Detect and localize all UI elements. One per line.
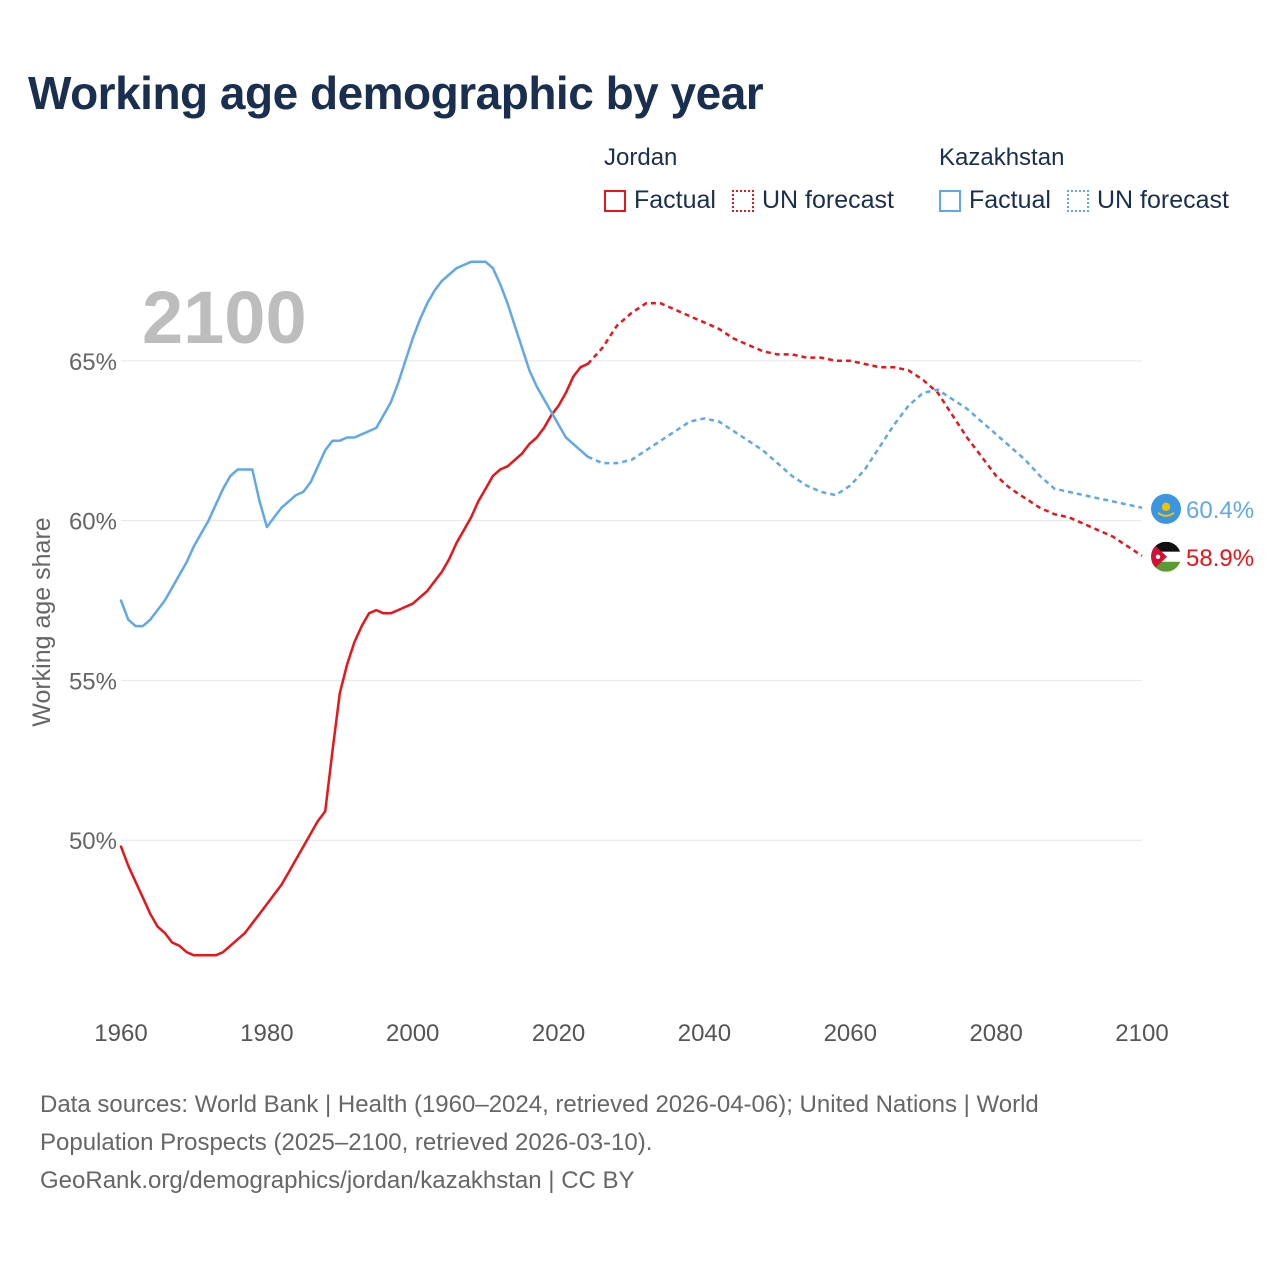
legend-label: Factual — [634, 186, 716, 214]
x-tick-label: 2080 — [969, 1020, 1022, 1047]
y-tick-label: 55% — [69, 668, 117, 695]
flag-stripe-black — [1151, 541, 1181, 552]
x-tick-label: 2100 — [1115, 1020, 1168, 1047]
legend-item-kazakhstan-factual[interactable]: Factual — [939, 186, 1051, 215]
legend-label: Factual — [969, 186, 1051, 214]
x-tick-label: 2060 — [824, 1020, 877, 1047]
x-tick-label: 1960 — [94, 1020, 147, 1047]
legend-group-title: Jordan — [604, 144, 678, 171]
end-value-label-kazakhstan: 60.4% — [1186, 497, 1254, 524]
series-layer — [119, 260, 1143, 957]
y-axis-title: Working age share — [28, 517, 56, 726]
legend-swatch-solid-icon — [939, 189, 961, 212]
jordan-flag-icon — [1151, 541, 1181, 572]
flag-stripe-green — [1151, 561, 1181, 572]
x-tick-label: 1980 — [240, 1020, 293, 1047]
sources-url-line: GeoRank.org/demographics/jordan/kazakhst… — [40, 1167, 635, 1194]
end-label-layer: 58.9% 60.4% — [1151, 493, 1254, 572]
y-tick-label: 65% — [69, 349, 117, 376]
kazakhstan-flag-icon — [1151, 493, 1181, 524]
legend-swatch-solid-icon — [604, 189, 626, 212]
y-tick-label: 50% — [69, 828, 117, 855]
legend-label: UN forecast — [1096, 186, 1229, 214]
legend-label: UN forecast — [761, 186, 894, 214]
series-line-jordan-factual — [119, 362, 589, 957]
grid-layer: 50% 55% 60% 65% 1960 1980 2000 2020 2040 2060 2080… — [69, 349, 1169, 1047]
legend-group-jordan: Jordan Factual UN forecast — [604, 144, 910, 215]
flag-body — [1151, 541, 1181, 572]
legend-group-title: Kazakhstan — [939, 144, 1065, 171]
sources-line: Data sources: World Bank | Health (1960–… — [40, 1091, 1039, 1118]
legend-group-kazakhstan: Kazakhstan Factual UN forecast — [939, 144, 1245, 215]
x-tick-label: 2020 — [532, 1020, 585, 1047]
end-value-label-jordan: 58.9% — [1186, 545, 1254, 572]
x-tick-label: 2040 — [678, 1020, 731, 1047]
flag-sun — [1161, 502, 1171, 512]
flag-star — [1155, 554, 1161, 559]
sources-line: Population Prospects (2025–2100, retriev… — [40, 1129, 653, 1156]
flag-eagle — [1157, 512, 1175, 517]
legend-swatch-dotted-icon — [731, 189, 754, 212]
chart-title: Working age demographic by year — [28, 67, 764, 119]
legend-item-kazakhstan-forecast[interactable]: UN forecast — [1066, 186, 1229, 215]
legend-swatch-dotted-icon — [1066, 189, 1089, 212]
series-line-kazakhstan-forecast — [587, 388, 1143, 510]
series-line-jordan-forecast — [586, 302, 1143, 557]
year-display: 2100 — [142, 276, 307, 359]
legend-item-jordan-factual[interactable]: Factual — [604, 186, 716, 215]
y-tick-label: 60% — [69, 509, 117, 536]
series-line-kazakhstan-factual — [119, 260, 589, 628]
data-sources: Data sources: World Bank | Health (1960–… — [40, 1086, 1240, 1200]
x-tick-label: 2000 — [386, 1020, 439, 1047]
legend-item-jordan-forecast[interactable]: UN forecast — [731, 186, 894, 215]
